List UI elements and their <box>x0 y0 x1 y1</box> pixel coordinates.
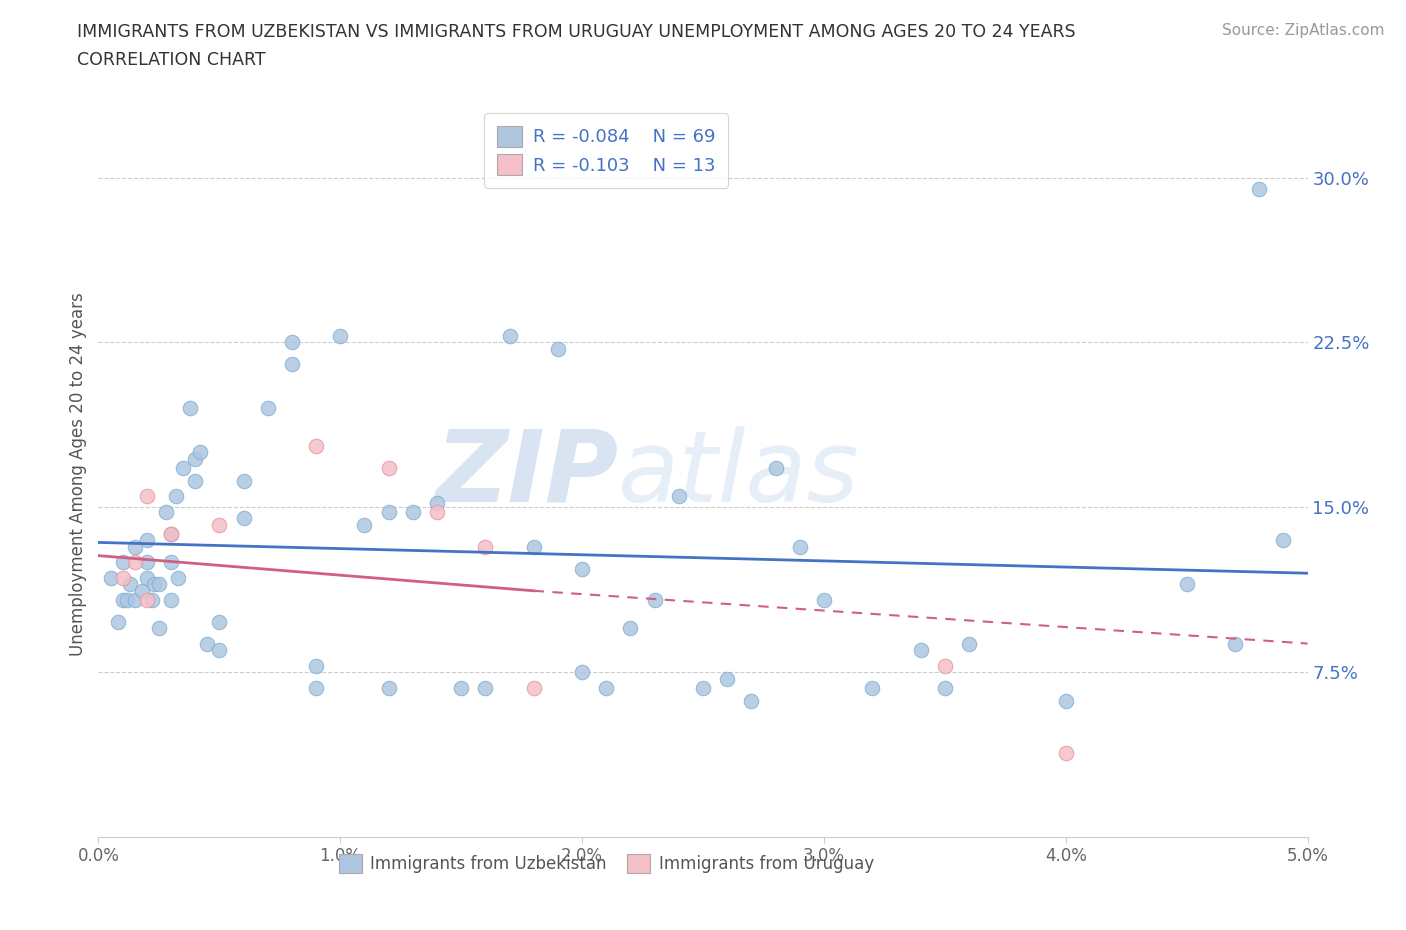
Point <box>167 570 190 585</box>
Legend: Immigrants from Uzbekistan, Immigrants from Uruguay: Immigrants from Uzbekistan, Immigrants f… <box>332 847 880 880</box>
Point <box>305 438 328 453</box>
Point <box>135 592 157 607</box>
Point <box>160 526 183 541</box>
Point <box>813 592 835 607</box>
Point <box>1054 746 1077 761</box>
Point <box>789 539 811 554</box>
Point <box>160 555 183 570</box>
Point <box>523 680 546 695</box>
Point <box>111 570 134 585</box>
Point <box>148 620 170 635</box>
Point <box>124 592 146 607</box>
Point <box>208 517 231 532</box>
Point <box>377 504 399 519</box>
Point <box>547 341 569 356</box>
Point <box>135 555 157 570</box>
Point <box>208 614 231 629</box>
Point <box>160 526 183 541</box>
Text: Source: ZipAtlas.com: Source: ZipAtlas.com <box>1222 23 1385 38</box>
Point <box>1223 636 1246 651</box>
Point <box>124 539 146 554</box>
Point <box>135 570 157 585</box>
Point <box>135 533 157 548</box>
Point <box>184 451 207 466</box>
Point <box>141 592 163 607</box>
Point <box>644 592 666 607</box>
Point <box>165 489 187 504</box>
Point <box>100 570 122 585</box>
Text: CORRELATION CHART: CORRELATION CHART <box>77 51 266 69</box>
Point <box>474 539 496 554</box>
Point <box>377 460 399 475</box>
Point <box>1054 693 1077 708</box>
Point <box>377 680 399 695</box>
Point <box>595 680 617 695</box>
Point <box>188 445 211 459</box>
Point <box>353 517 375 532</box>
Point <box>1249 181 1271 196</box>
Point <box>716 671 738 686</box>
Point <box>160 592 183 607</box>
Point <box>143 577 166 591</box>
Point <box>256 401 278 416</box>
Point <box>474 680 496 695</box>
Point <box>934 658 956 673</box>
Point <box>740 693 762 708</box>
Point <box>426 504 449 519</box>
Text: ZIP: ZIP <box>436 426 619 523</box>
Point <box>934 680 956 695</box>
Point <box>208 643 231 658</box>
Point <box>571 562 593 577</box>
Point <box>172 460 194 475</box>
Point <box>111 592 134 607</box>
Point <box>910 643 932 658</box>
Point <box>135 489 157 504</box>
Point <box>619 620 641 635</box>
Point <box>523 539 546 554</box>
Point <box>111 555 134 570</box>
Point <box>281 335 304 350</box>
Point <box>232 473 254 488</box>
Text: IMMIGRANTS FROM UZBEKISTAN VS IMMIGRANTS FROM URUGUAY UNEMPLOYMENT AMONG AGES 20: IMMIGRANTS FROM UZBEKISTAN VS IMMIGRANTS… <box>77 23 1076 41</box>
Point <box>402 504 425 519</box>
Point <box>117 592 139 607</box>
Point <box>1175 577 1198 591</box>
Point <box>692 680 714 695</box>
Point <box>195 636 218 651</box>
Point <box>155 504 177 519</box>
Point <box>184 473 207 488</box>
Point <box>124 555 146 570</box>
Point <box>957 636 980 651</box>
Point <box>305 658 328 673</box>
Point <box>148 577 170 591</box>
Point <box>118 577 141 591</box>
Point <box>281 357 304 372</box>
Point <box>1272 533 1295 548</box>
Point <box>107 614 129 629</box>
Point <box>131 583 153 598</box>
Point <box>232 511 254 525</box>
Point <box>498 328 520 343</box>
Point <box>571 665 593 680</box>
Point <box>426 496 449 511</box>
Point <box>329 328 352 343</box>
Point <box>450 680 472 695</box>
Point <box>179 401 201 416</box>
Point <box>305 680 328 695</box>
Text: atlas: atlas <box>619 426 860 523</box>
Point <box>765 460 787 475</box>
Point <box>860 680 883 695</box>
Point <box>668 489 690 504</box>
Y-axis label: Unemployment Among Ages 20 to 24 years: Unemployment Among Ages 20 to 24 years <box>69 292 87 657</box>
